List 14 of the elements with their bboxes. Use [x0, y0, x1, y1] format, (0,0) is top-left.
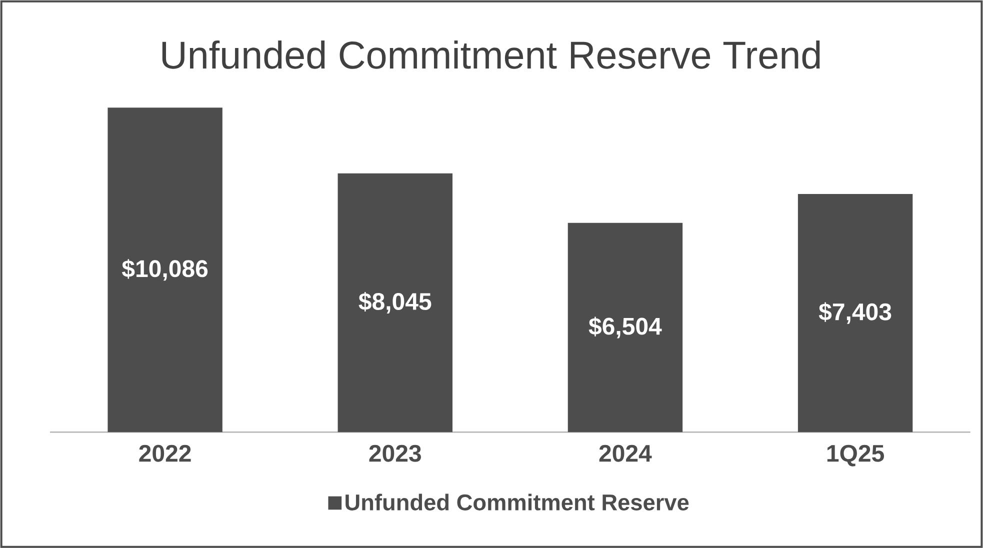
chart-title: Unfunded Commitment Reserve Trend — [162, 40, 820, 69]
data-label: $7,403 — [818, 302, 892, 324]
legend-label: Unfunded Commitment Reserve — [346, 494, 689, 510]
x-tick-label: 2022 — [139, 444, 191, 462]
bar — [568, 222, 683, 432]
x-tick-label: 2023 — [369, 444, 421, 462]
data-label: $10,086 — [122, 259, 208, 281]
data-label: $8,045 — [358, 292, 432, 314]
x-tick-label: 2024 — [599, 444, 652, 462]
bar — [108, 108, 222, 432]
bar — [338, 173, 452, 432]
bar — [798, 194, 913, 432]
x-tick-label: 1Q25 — [827, 444, 884, 466]
data-label: $6,504 — [588, 316, 662, 338]
